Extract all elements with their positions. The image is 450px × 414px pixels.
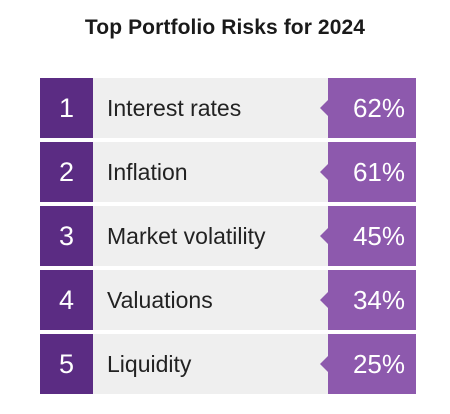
percent-value: 34%: [320, 270, 416, 330]
risk-label: Interest rates: [107, 95, 242, 121]
risk-label: Market volatility: [107, 223, 266, 249]
risk-label: Inflation: [107, 159, 188, 185]
rank-number: 5: [40, 334, 93, 394]
risk-label: Valuations: [107, 287, 213, 313]
percent-pointer: [320, 164, 328, 180]
percent-pointer: [320, 100, 328, 116]
risk-row: 3 Market volatility 45%: [40, 206, 416, 266]
risk-table: 1 Interest rates 62% 2 Inflation 61% 3 M…: [40, 78, 416, 398]
percent-pointer: [320, 356, 328, 372]
rank-number: 4: [40, 270, 93, 330]
percent-value: 45%: [320, 206, 416, 266]
risk-row: 1 Interest rates 62%: [40, 78, 416, 138]
risk-row: 5 Liquidity 25%: [40, 334, 416, 394]
risk-label: Liquidity: [107, 351, 192, 377]
percent-pointer: [320, 292, 328, 308]
percent-pointer: [320, 228, 328, 244]
percent-value: 62%: [320, 78, 416, 138]
chart-title: Top Portfolio Risks for 2024: [84, 16, 366, 39]
rank-number: 1: [40, 78, 93, 138]
rank-number: 2: [40, 142, 93, 202]
percent-value: 25%: [320, 334, 416, 394]
percent-value: 61%: [320, 142, 416, 202]
risk-row: 4 Valuations 34%: [40, 270, 416, 330]
risk-row: 2 Inflation 61%: [40, 142, 416, 202]
rank-number: 3: [40, 206, 93, 266]
